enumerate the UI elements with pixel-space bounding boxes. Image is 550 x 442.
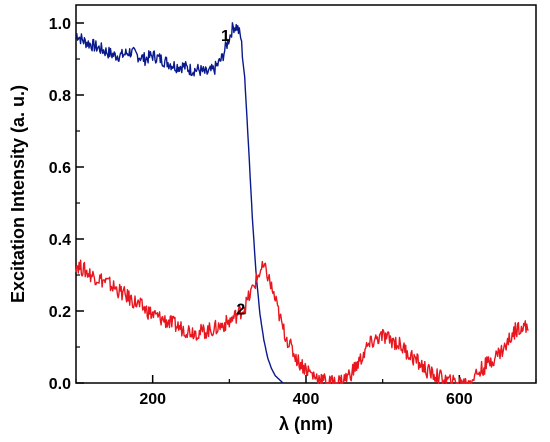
- x-axis-title: λ (nm): [279, 414, 333, 434]
- series-labels: 12: [221, 28, 245, 319]
- y-tick-label: 0.6: [49, 160, 71, 177]
- x-tick-label: 600: [446, 391, 473, 408]
- axis-ticks: 200 400 600 0.0 0.2 0.4 0.6 0.8 1.0: [49, 16, 537, 408]
- series-1-line: [75, 22, 284, 384]
- series-lines: [75, 22, 529, 384]
- y-axis-title: Excitation Intensity (a. u.): [8, 85, 28, 303]
- y-tick-label: 1.0: [49, 16, 71, 33]
- series-2-line: [75, 259, 529, 384]
- y-tick-label: 0.8: [49, 88, 71, 105]
- y-tick-label: 0.0: [49, 376, 71, 393]
- x-tick-label: 400: [293, 391, 320, 408]
- x-tick-label: 200: [139, 391, 166, 408]
- y-tick-label: 0.4: [49, 232, 71, 249]
- series-2-label: 2: [236, 302, 245, 319]
- series-1-label: 1: [221, 28, 230, 45]
- y-tick-label: 0.2: [49, 304, 71, 321]
